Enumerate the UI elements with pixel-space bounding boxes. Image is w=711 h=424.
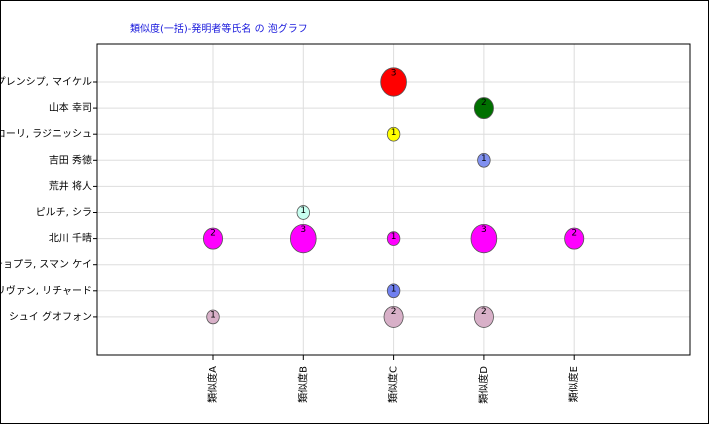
bubble-label: 2	[481, 307, 487, 317]
bubble-label: 1	[391, 232, 397, 242]
bubble	[289, 224, 317, 254]
y-tick-label: ピルチ, シラ	[36, 207, 92, 219]
x-tick-label: 類似度E	[567, 366, 580, 402]
y-tick-label: コーリ, ラジニッシュ	[0, 128, 92, 140]
bubble	[386, 231, 401, 246]
x-tick-label: 類似度C	[387, 366, 400, 403]
bubble	[470, 224, 498, 254]
y-tick-label: サリヴァン, リチャード	[0, 284, 92, 297]
bubble-label: 2	[210, 229, 216, 239]
bubble-label: 3	[300, 225, 306, 235]
bubble-label: 1	[391, 284, 397, 294]
y-tick-label: 荒井 将人	[49, 179, 92, 192]
y-tick-label: 北川 千晴	[49, 232, 92, 245]
y-tick-label: チョプラ, スマン ケイ	[0, 259, 92, 271]
bubble-label: 1	[481, 154, 487, 164]
bubble-label: 1	[391, 128, 397, 138]
y-tick-label: 吉田 秀徳	[49, 153, 92, 166]
bubble-label: 1	[210, 310, 216, 320]
bubble	[564, 227, 585, 250]
bubble-label: 1	[300, 206, 306, 216]
bubble	[380, 67, 407, 97]
y-tick-label: プレンシプ, マイケル	[0, 76, 92, 88]
bubble	[477, 152, 491, 168]
bubble	[386, 283, 401, 299]
bubble-label: 3	[391, 68, 397, 78]
bubble-label: 2	[571, 229, 577, 239]
y-tick-label: 山本 幸司	[49, 101, 92, 114]
bubble	[206, 309, 220, 325]
bubble-label: 3	[481, 225, 487, 235]
bubble	[202, 227, 223, 250]
y-tick-label: シュイ グオフォン	[9, 310, 92, 323]
bubble	[296, 205, 311, 220]
chart-title: 類似度(一括)-発明者等氏名 の 泡グラフ	[130, 22, 308, 35]
bubble	[473, 305, 494, 328]
x-tick-label: 類似度B	[296, 366, 309, 403]
bubble-label: 2	[481, 98, 487, 108]
bubble-label: 2	[391, 307, 397, 317]
bubble	[473, 97, 494, 120]
bubble	[383, 305, 404, 328]
x-tick-label: 類似度D	[477, 366, 490, 404]
x-tick-label: 類似度A	[206, 366, 219, 403]
bubble	[386, 126, 401, 142]
